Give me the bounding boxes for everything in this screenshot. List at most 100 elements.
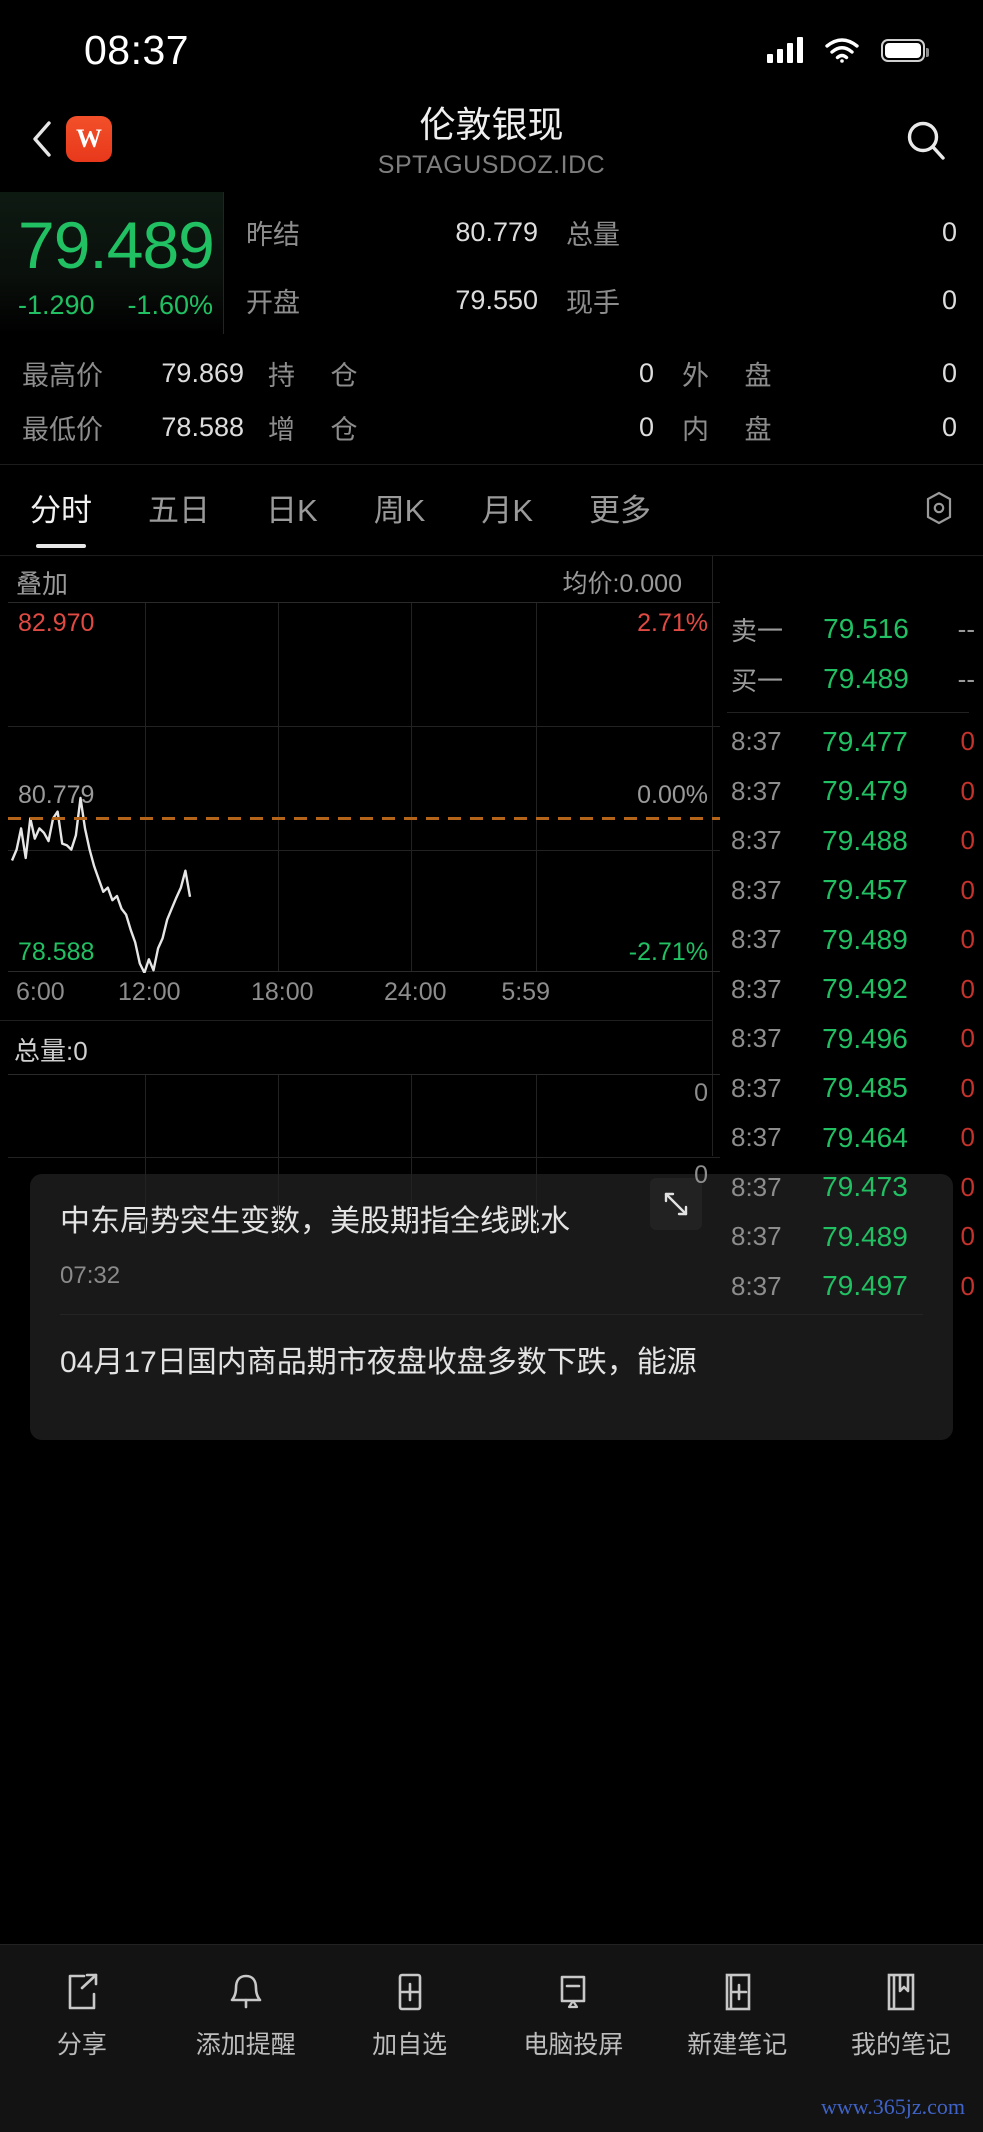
tick-price: 79.492 bbox=[822, 973, 908, 1005]
y-axis-high-pct: 2.71% bbox=[637, 609, 708, 637]
tab-fenshi[interactable]: 分时 bbox=[30, 485, 92, 548]
tick-volume: 0 bbox=[960, 1221, 975, 1252]
cast-screen-button[interactable]: 电脑投屏 bbox=[491, 1971, 655, 2061]
tick-time: 8:37 bbox=[731, 1171, 782, 1202]
volume-plot[interactable]: 0 0 bbox=[8, 1074, 720, 1238]
tab-more[interactable]: 更多 bbox=[589, 492, 652, 528]
tick-row[interactable]: 8:37 79.477 0 bbox=[713, 717, 983, 767]
tick-row[interactable]: 8:37 79.497 0 bbox=[713, 1262, 983, 1312]
quote-field: 现手 0 bbox=[544, 281, 983, 320]
tick-price: 79.489 bbox=[822, 923, 908, 955]
tab-daily-k[interactable]: 日K bbox=[266, 492, 318, 528]
order-book-and-ticks[interactable]: 卖一 79.516 -- 买一 79.489 -- 8:37 79.477 0 8:3… bbox=[712, 556, 983, 1301]
app-badge[interactable]: W bbox=[66, 116, 112, 162]
quote-field-label: 总量 bbox=[566, 219, 620, 250]
tick-time: 8:37 bbox=[731, 775, 782, 806]
back-button[interactable] bbox=[20, 114, 64, 164]
bottom-toolbar: 分享 添加提醒 加自选 电脑投屏 新建笔记 bbox=[0, 1944, 983, 2132]
news-item-time: 07:32 bbox=[60, 1262, 121, 1289]
expand-icon bbox=[664, 1192, 688, 1216]
order-book-row[interactable]: 卖一 79.516 -- bbox=[713, 604, 983, 654]
x-axis: 6:00 12:00 18:00 24:00 5:59 bbox=[8, 972, 720, 1020]
quote-primary: 79.489 -1.290 -1.60% bbox=[0, 192, 224, 334]
tick-volume: 0 bbox=[960, 1023, 975, 1054]
price-plot[interactable]: 82.970 2.71% 80.779 0.00% 78.588 -2.71% bbox=[8, 602, 720, 973]
tick-time: 8:37 bbox=[731, 973, 782, 1004]
tick-price: 79.464 bbox=[822, 1121, 908, 1153]
stats-row: 最低价 78.588 增 仓 0 内 盘 0 bbox=[0, 400, 983, 454]
tick-row[interactable]: 8:37 79.496 0 bbox=[713, 1014, 983, 1064]
tick-volume: 0 bbox=[960, 973, 975, 1004]
tick-row[interactable]: 8:37 79.492 0 bbox=[713, 965, 983, 1015]
order-book-label: 买一 bbox=[731, 665, 784, 696]
toolbar-label: 我的笔记 bbox=[851, 2031, 952, 2059]
divider bbox=[727, 712, 969, 713]
stat-value: 0 bbox=[638, 357, 654, 388]
my-notes-icon bbox=[887, 1973, 915, 2011]
tick-volume: 0 bbox=[960, 874, 975, 905]
tick-time: 8:37 bbox=[731, 1023, 782, 1054]
cast-screen-icon bbox=[561, 1975, 586, 2009]
tick-row[interactable]: 8:37 79.488 0 bbox=[713, 816, 983, 866]
tick-volume: 0 bbox=[960, 726, 975, 757]
tick-row[interactable]: 8:37 79.479 0 bbox=[713, 767, 983, 817]
order-book-row[interactable]: 买一 79.489 -- bbox=[713, 654, 983, 704]
overlay-button[interactable]: 叠加 bbox=[16, 568, 69, 599]
x-tick: 12:00 bbox=[118, 978, 181, 1006]
my-notes-button[interactable]: 我的笔记 bbox=[819, 1971, 983, 2061]
tick-volume: 0 bbox=[960, 1171, 975, 1202]
nav-title-group: 伦敦银现 SPTAGUSDOZ.IDC bbox=[0, 100, 983, 182]
tick-row[interactable]: 8:37 79.457 0 bbox=[713, 866, 983, 916]
stat-cell: 增 仓 0 bbox=[256, 408, 668, 447]
search-button[interactable] bbox=[903, 118, 949, 169]
toolbar-label: 新建笔记 bbox=[687, 2031, 788, 2059]
chevron-left-icon bbox=[33, 121, 51, 157]
stat-label: 最高价 bbox=[22, 360, 103, 391]
add-to-watchlist-button[interactable]: 加自选 bbox=[328, 1971, 492, 2061]
tick-row[interactable]: 8:37 79.489 0 bbox=[713, 915, 983, 965]
tick-price: 79.485 bbox=[822, 1072, 908, 1104]
tick-row[interactable]: 8:37 79.489 0 bbox=[713, 1212, 983, 1262]
stat-cell: 最高价 79.869 bbox=[0, 354, 256, 393]
tick-list[interactable]: 8:37 79.477 0 8:37 79.479 0 8:37 79.488 0 8:37 79.… bbox=[713, 717, 983, 1311]
tick-price: 79.477 bbox=[822, 725, 908, 757]
tick-time: 8:37 bbox=[731, 1270, 782, 1301]
nav-bar: W 伦敦银现 SPTAGUSDOZ.IDC bbox=[0, 100, 983, 192]
stat-cell: 持 仓 0 bbox=[256, 354, 668, 393]
status-bar: 08:37 bbox=[0, 0, 983, 100]
quote-field: 昨结 80.779 bbox=[224, 213, 544, 252]
stat-value: 0 bbox=[638, 411, 654, 442]
page-title: 伦敦银现 bbox=[419, 104, 564, 145]
y-axis-high-label: 82.970 bbox=[18, 609, 95, 637]
tick-time: 8:37 bbox=[731, 1122, 782, 1153]
new-note-button[interactable]: 新建笔记 bbox=[655, 1971, 819, 2061]
price-line bbox=[10, 796, 192, 973]
quote-field-value: 0 bbox=[941, 216, 957, 247]
tab-monthly-k[interactable]: 月K bbox=[481, 492, 534, 528]
average-price-line bbox=[8, 817, 720, 820]
toolbar-label: 分享 bbox=[56, 2031, 107, 2059]
divider bbox=[60, 1314, 923, 1315]
add-alert-button[interactable]: 添加提醒 bbox=[164, 1971, 328, 2061]
gear-icon bbox=[926, 491, 952, 524]
tick-row[interactable]: 8:37 79.485 0 bbox=[713, 1064, 983, 1114]
share-button[interactable]: 分享 bbox=[0, 1971, 164, 2061]
stat-value: 78.588 bbox=[161, 411, 244, 442]
chart-settings-button[interactable] bbox=[919, 488, 959, 533]
share-icon bbox=[68, 1973, 98, 2010]
y-axis-low-pct: -2.71% bbox=[628, 938, 708, 966]
tick-row[interactable]: 8:37 79.464 0 bbox=[713, 1113, 983, 1163]
intraday-chart[interactable]: 叠加 均价:0.000 82.970 2.71% 80.779 0.00% 78… bbox=[0, 556, 720, 1238]
tick-row[interactable]: 8:37 79.473 0 bbox=[713, 1163, 983, 1213]
tab-weekly-k[interactable]: 周K bbox=[373, 492, 426, 528]
tick-price: 79.496 bbox=[822, 1022, 908, 1054]
stat-label: 内 盘 bbox=[682, 414, 786, 445]
quote-field: 开盘 79.550 bbox=[224, 281, 544, 320]
watermark: www.365jz.com bbox=[821, 2094, 965, 2119]
tab-wuri[interactable]: 五日 bbox=[148, 492, 210, 528]
chart-and-orderbook: 叠加 均价:0.000 82.970 2.71% 80.779 0.00% 78… bbox=[0, 556, 983, 1301]
stats-row: 最高价 79.869 持 仓 0 外 盘 0 bbox=[0, 346, 983, 400]
tick-price: 79.479 bbox=[822, 775, 908, 807]
expand-chart-button[interactable] bbox=[650, 1178, 702, 1230]
news-item-title[interactable]: 04月17日国内商品期市夜盘收盘多数下跌，能源 bbox=[60, 1346, 697, 1379]
